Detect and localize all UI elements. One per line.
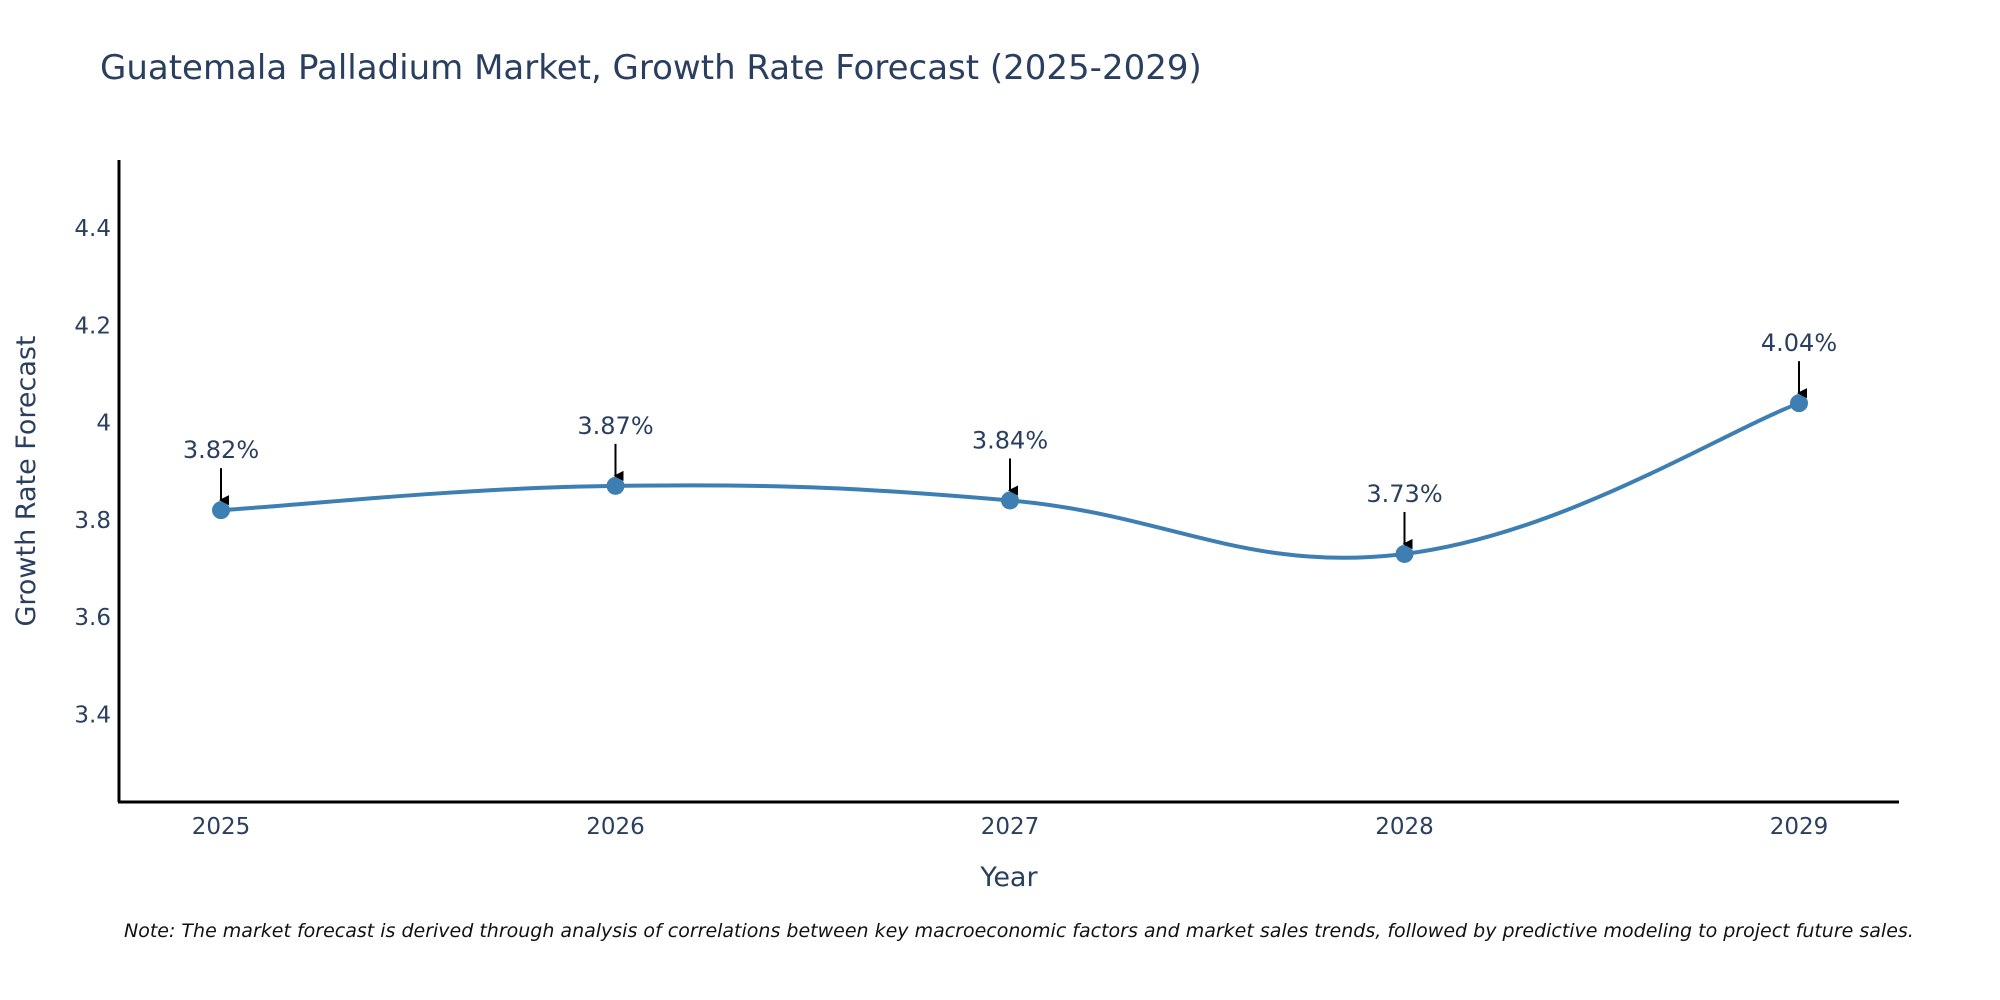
data-label: 3.82% — [183, 436, 259, 464]
y-tick-label: 3.8 — [74, 508, 111, 534]
data-point — [1395, 544, 1414, 563]
data-label: 4.04% — [1761, 329, 1837, 357]
x-tick-label: 2026 — [586, 814, 645, 840]
y-tick-label: 4 — [96, 411, 111, 437]
data-points — [212, 394, 1808, 563]
data-point — [1001, 491, 1019, 510]
y-tick-label: 3.4 — [74, 702, 111, 728]
chart-title: Guatemala Palladium Market, Growth Rate … — [100, 48, 1202, 88]
data-label: 3.87% — [577, 412, 653, 440]
y-axis-title: Growth Rate Forecast — [11, 335, 42, 626]
data-label: 3.84% — [972, 426, 1048, 454]
x-tick-label: 2027 — [981, 814, 1040, 840]
y-tick-label: 3.6 — [74, 605, 111, 631]
y-axis-ticks: 3.4 3.6 3.8 4 4.2 4.4 — [74, 216, 111, 728]
y-tick-label: 4.4 — [74, 216, 111, 242]
data-annotations: 3.82% 3.87% 3.84% 3.73% 4.04% — [183, 329, 1837, 549]
x-tick-label: 2028 — [1375, 814, 1434, 840]
x-tick-label: 2025 — [192, 814, 251, 840]
data-label: 3.73% — [1366, 480, 1442, 508]
y-tick-label: 4.2 — [74, 313, 111, 339]
x-axis-ticks: 2025 2026 2027 2028 2029 — [192, 814, 1829, 840]
x-axis-title: Year — [979, 862, 1038, 893]
footnote: Note: The market forecast is derived thr… — [124, 920, 1914, 942]
data-point — [212, 501, 230, 520]
data-point — [606, 476, 625, 495]
data-point — [1790, 394, 1808, 413]
x-tick-label: 2029 — [1770, 814, 1829, 840]
